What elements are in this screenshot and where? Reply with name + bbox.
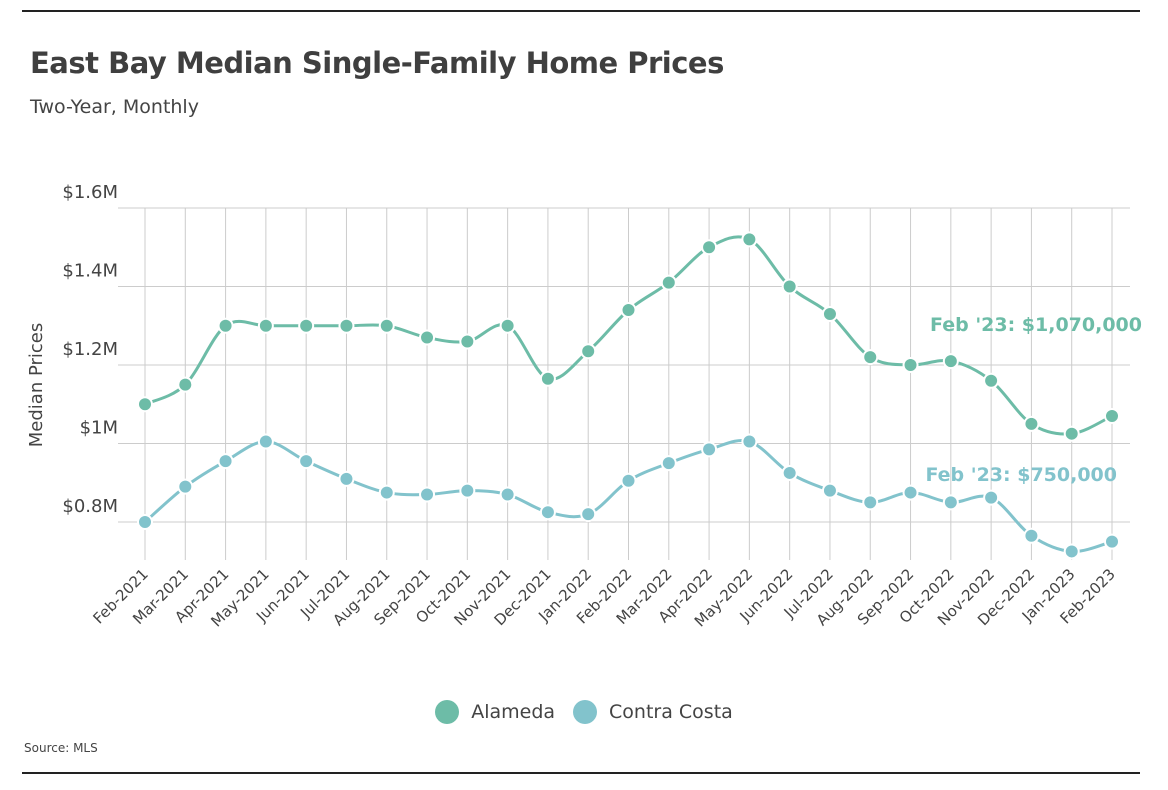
data-point-contra-costa — [660, 455, 677, 472]
legend-item-alameda[interactable]: Alameda — [435, 700, 555, 724]
data-point-alameda — [942, 353, 959, 370]
data-point-alameda — [580, 343, 597, 360]
source-note: Source: MLS — [24, 741, 98, 755]
data-point-contra-costa — [217, 453, 234, 470]
data-point-alameda — [459, 333, 476, 350]
y-tick-label: $1.4M — [62, 261, 118, 282]
data-point-alameda — [539, 370, 556, 387]
legend-item-contra-costa[interactable]: Contra Costa — [573, 700, 733, 724]
data-point-alameda — [177, 376, 194, 393]
data-point-contra-costa — [580, 506, 597, 523]
data-point-contra-costa — [701, 441, 718, 458]
annotation-contra-costa: Feb '23: $750,000 — [925, 464, 1117, 486]
chart-title: East Bay Median Single-Family Home Price… — [30, 46, 724, 80]
data-point-contra-costa — [499, 486, 516, 503]
data-point-alameda — [781, 278, 798, 295]
data-point-contra-costa — [1023, 527, 1040, 544]
data-point-alameda — [741, 231, 758, 248]
legend: Alameda Contra Costa — [0, 700, 1168, 724]
data-point-contra-costa — [902, 484, 919, 501]
data-point-contra-costa — [781, 464, 798, 481]
data-point-alameda — [1104, 408, 1120, 425]
data-point-alameda — [701, 239, 718, 256]
y-tick-label: $1.6M — [62, 182, 118, 203]
data-point-alameda — [660, 274, 677, 291]
data-point-alameda — [137, 396, 153, 413]
annotation-alameda: Feb '23: $1,070,000 — [930, 314, 1142, 336]
data-point-contra-costa — [177, 478, 194, 495]
legend-dot-contra-costa — [573, 700, 598, 724]
data-point-alameda — [298, 317, 315, 334]
y-tick-label: $0.8M — [62, 496, 118, 517]
legend-dot-alameda — [435, 700, 460, 724]
data-point-contra-costa — [257, 433, 274, 450]
data-point-alameda — [217, 317, 234, 334]
chart-subtitle: Two-Year, Monthly — [30, 96, 199, 118]
data-point-contra-costa — [942, 494, 959, 511]
data-point-alameda — [620, 302, 637, 319]
data-point-contra-costa — [338, 470, 355, 487]
data-point-alameda — [902, 357, 919, 373]
data-point-contra-costa — [298, 453, 315, 470]
data-point-contra-costa — [419, 486, 436, 503]
data-point-contra-costa — [1063, 543, 1080, 560]
y-tick-label: $1.2M — [62, 339, 118, 360]
data-point-alameda — [862, 349, 879, 366]
data-point-contra-costa — [741, 433, 758, 450]
top-rule — [22, 10, 1140, 12]
data-point-contra-costa — [459, 482, 476, 499]
data-point-contra-costa — [1104, 533, 1120, 550]
data-point-contra-costa — [821, 482, 838, 499]
data-point-alameda — [338, 317, 355, 334]
data-point-contra-costa — [862, 494, 879, 511]
y-tick-label: $1M — [80, 418, 118, 439]
legend-label-contra-costa: Contra Costa — [609, 701, 733, 723]
data-point-alameda — [821, 305, 838, 322]
data-point-contra-costa — [983, 489, 1000, 506]
data-point-alameda — [983, 372, 1000, 389]
data-point-contra-costa — [620, 472, 637, 489]
bottom-rule — [22, 772, 1140, 774]
data-point-alameda — [257, 317, 274, 334]
data-point-alameda — [378, 317, 395, 334]
data-point-alameda — [499, 317, 516, 334]
legend-label-alameda: Alameda — [471, 701, 556, 723]
data-point-alameda — [1023, 415, 1040, 432]
data-point-contra-costa — [539, 504, 556, 521]
data-point-contra-costa — [137, 514, 153, 530]
y-axis-label: Median Prices — [26, 323, 47, 447]
data-point-alameda — [419, 329, 436, 346]
data-point-contra-costa — [378, 484, 395, 501]
data-point-alameda — [1063, 425, 1080, 442]
